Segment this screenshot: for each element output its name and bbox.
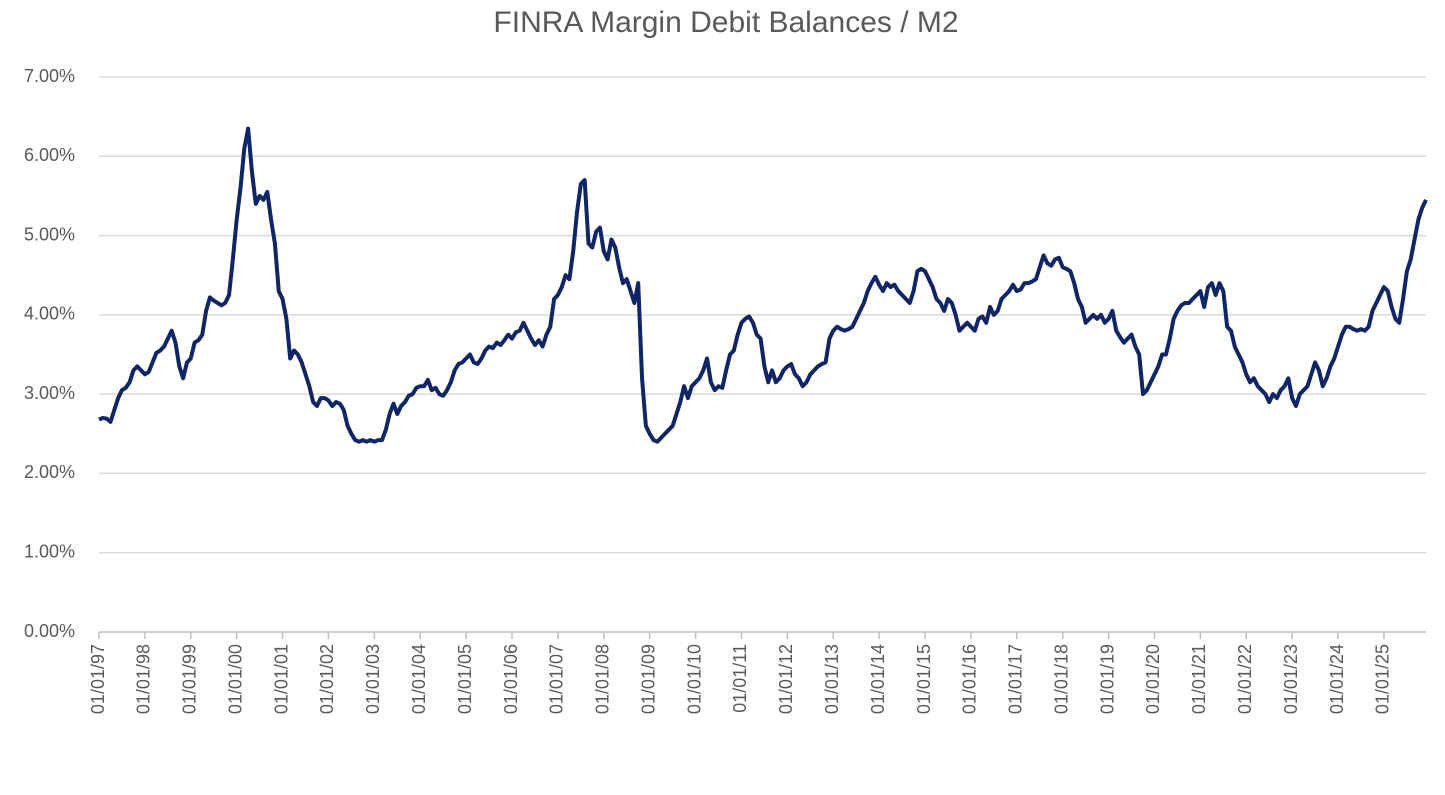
y-tick-label: 5.00% xyxy=(24,224,75,244)
x-tick-label: 01/01/01 xyxy=(271,644,291,714)
x-tick-label: 01/01/06 xyxy=(501,644,521,714)
x-tick-label: 01/01/07 xyxy=(547,644,567,714)
x-tick-label: 01/01/12 xyxy=(776,644,796,714)
x-tick-label: 01/01/24 xyxy=(1327,644,1347,714)
x-tick-label: 01/01/10 xyxy=(684,644,704,714)
y-tick-label: 2.00% xyxy=(24,462,75,482)
x-tick-label: 01/01/20 xyxy=(1143,644,1163,714)
y-tick-label: 1.00% xyxy=(24,541,75,561)
y-tick-label: 6.00% xyxy=(24,145,75,165)
x-tick-label: 01/01/99 xyxy=(180,644,200,714)
x-tick-label: 01/01/05 xyxy=(455,644,475,714)
y-tick-label: 4.00% xyxy=(24,304,75,324)
x-tick-label: 01/01/02 xyxy=(317,644,337,714)
x-tick-label: 01/01/16 xyxy=(960,644,980,714)
x-tick-label: 01/01/98 xyxy=(134,644,154,714)
x-tick-label: 01/01/09 xyxy=(638,644,658,714)
x-tick-label: 01/01/18 xyxy=(1051,644,1071,714)
y-tick-label: 7.00% xyxy=(24,66,75,86)
x-tick-label: 01/01/17 xyxy=(1006,644,1026,714)
x-tick-label: 01/01/11 xyxy=(730,644,750,713)
x-tick-label: 01/01/21 xyxy=(1189,644,1209,714)
x-tick-label: 01/01/15 xyxy=(914,644,934,714)
x-tick-label: 01/01/25 xyxy=(1373,644,1393,714)
x-tick-label: 01/01/04 xyxy=(409,644,429,714)
x-tick-label: 01/01/03 xyxy=(363,644,383,714)
x-tick-label: 01/01/00 xyxy=(225,644,245,714)
series-line xyxy=(98,126,1428,444)
x-tick-label: 01/01/13 xyxy=(822,644,842,714)
x-tick-label: 01/01/22 xyxy=(1235,644,1255,714)
y-tick-label: 3.00% xyxy=(24,383,75,403)
chart-title: FINRA Margin Debit Balances / M2 xyxy=(493,6,958,39)
x-tick-label: 01/01/14 xyxy=(868,644,888,714)
x-tick-label: 01/01/23 xyxy=(1281,644,1301,714)
x-tick-label: 01/01/08 xyxy=(593,644,613,714)
x-tick-label: 01/01/19 xyxy=(1097,644,1117,714)
x-tick-label: 01/01/97 xyxy=(88,644,108,714)
y-tick-label: 0.00% xyxy=(24,621,75,641)
